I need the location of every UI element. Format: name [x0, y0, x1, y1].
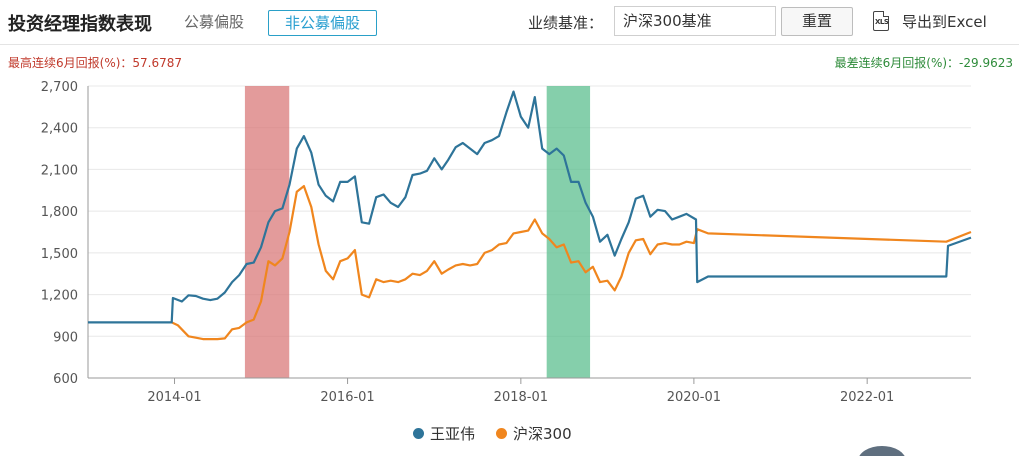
series-line-index — [171, 185, 972, 341]
tab-nonpublic-equity[interactable]: 非公募偏股 — [268, 10, 377, 36]
min-return-band — [546, 86, 591, 378]
series-line-manager — [88, 90, 972, 324]
y-tick-label: 1,200 — [41, 289, 78, 304]
y-tick-label: 2,400 — [41, 122, 78, 137]
y-tick-label: 600 — [53, 372, 78, 387]
x-tick-label: 2016-01 — [320, 390, 374, 405]
max-6m-return: 最高连续6月回报(%)：57.6787 — [8, 56, 183, 70]
max-return-band — [244, 86, 290, 378]
legend-label-index: 沪深300 — [513, 425, 572, 443]
floating-avatar[interactable] — [858, 446, 906, 456]
x-tick-label: 2020-01 — [667, 390, 721, 405]
legend-label-manager: 王亚伟 — [430, 425, 476, 443]
y-tick-label: 1,500 — [41, 247, 78, 262]
header: 投资经理指数表现 公募偏股 非公募偏股 业绩基准： 沪深300基准 重置 XLS… — [0, 0, 1019, 44]
benchmark-select[interactable]: 沪深300基准 — [614, 6, 776, 36]
header-divider — [0, 44, 1019, 45]
benchmark-label: 业绩基准： — [528, 14, 604, 32]
page-title: 投资经理指数表现 — [8, 14, 152, 35]
tab-public-equity[interactable]: 公募偏股 — [184, 13, 245, 31]
y-tick-label: 900 — [53, 330, 78, 345]
y-tick-label: 2,100 — [41, 163, 78, 178]
y-tick-label: 1,800 — [41, 205, 78, 220]
x-tick-label: 2018-01 — [494, 390, 548, 405]
x-tick-label: 2014-01 — [147, 390, 201, 405]
reset-button[interactable]: 重置 — [781, 7, 853, 36]
legend-dot-index — [496, 428, 507, 439]
xls-file-icon: XLS — [873, 11, 889, 31]
x-tick-label: 2022-01 — [840, 390, 894, 405]
min-6m-return: 最差连续6月回报(%)：-29.9623 — [834, 56, 1013, 70]
legend-dot-manager — [413, 428, 424, 439]
export-label: 导出到Excel — [902, 13, 987, 31]
y-tick-label: 2,700 — [41, 80, 78, 95]
